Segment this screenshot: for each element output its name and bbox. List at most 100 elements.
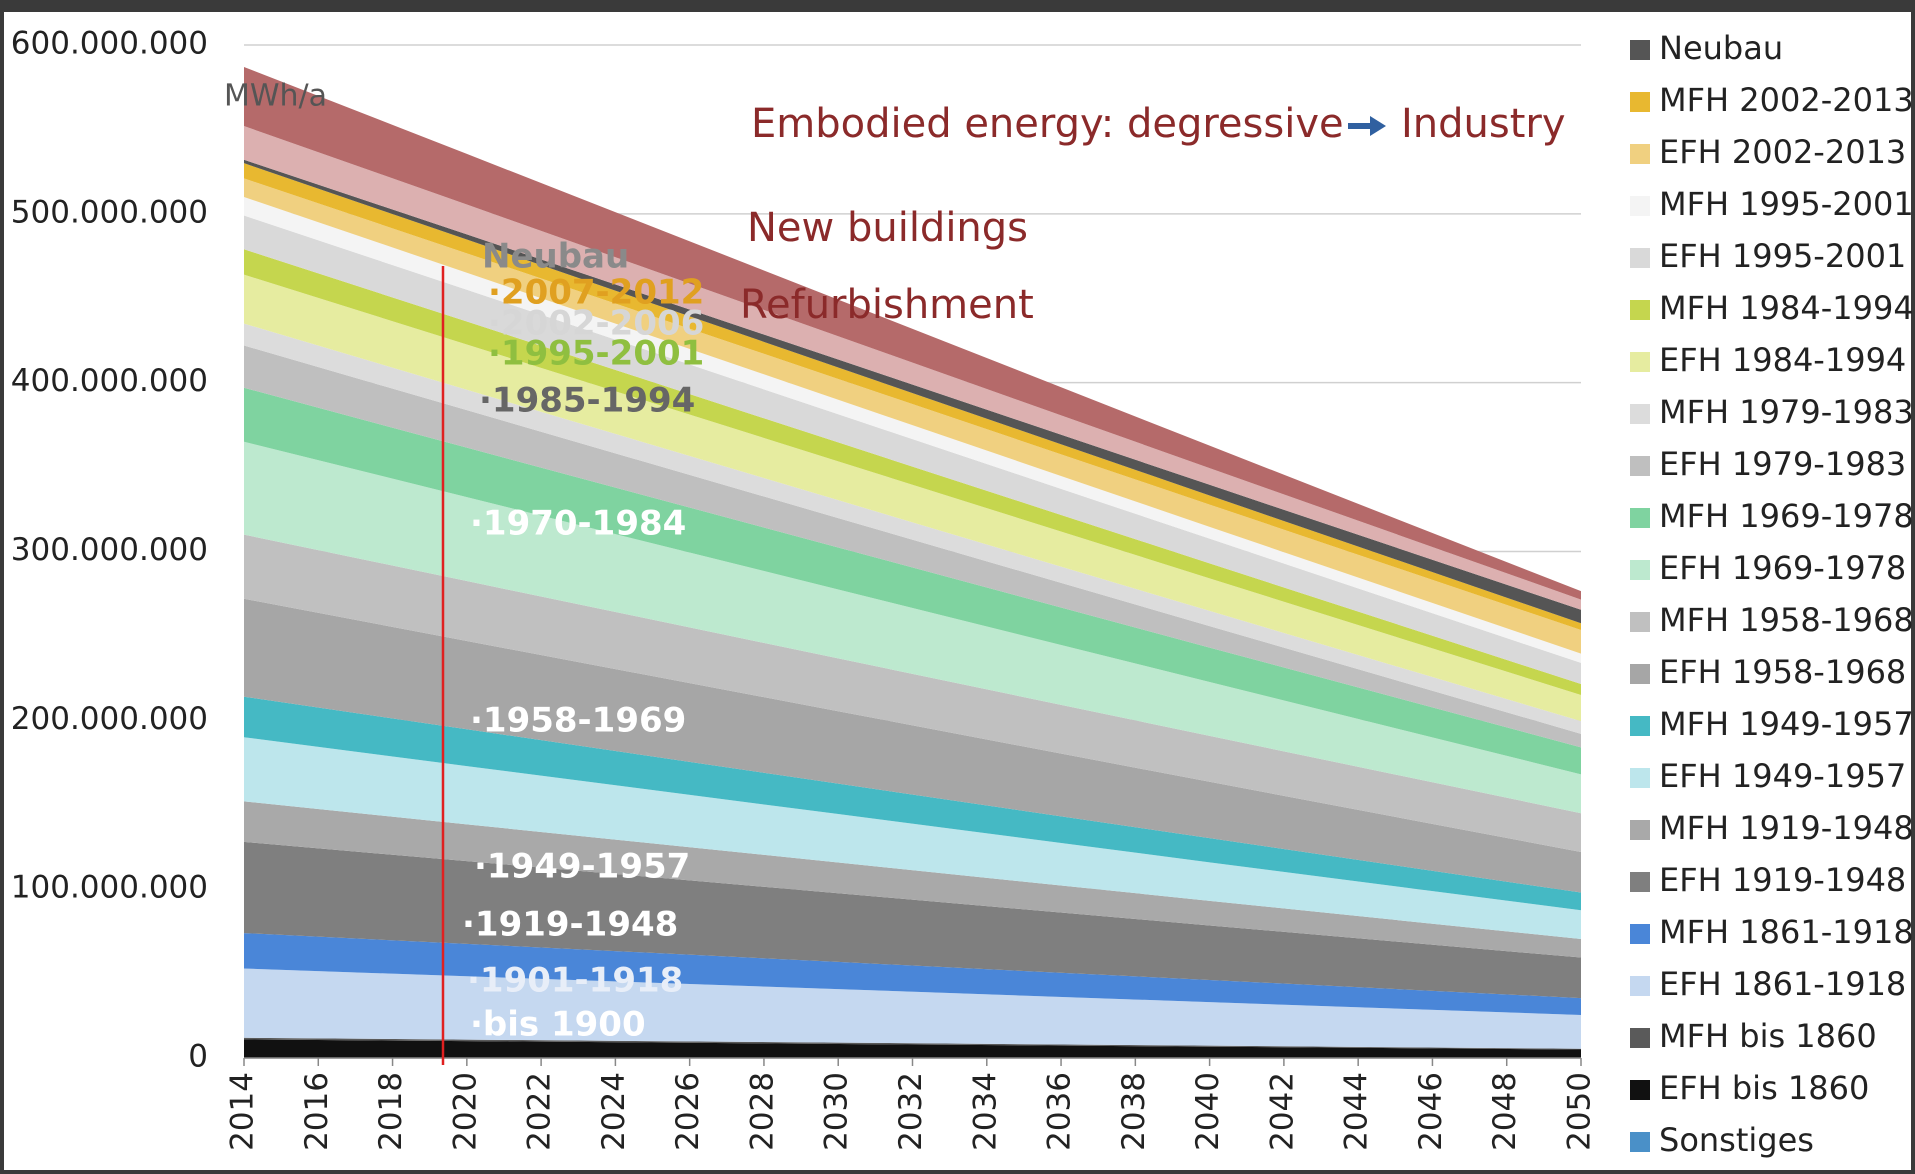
- x-tick-label: 2022: [522, 1072, 558, 1151]
- area: [244, 345, 1581, 748]
- legend-swatch: [1630, 1132, 1650, 1152]
- annotation: ·1985-1994: [479, 381, 695, 421]
- legend-label: MFH 1969-1978: [1659, 497, 1914, 535]
- x-tick-label: 2018: [373, 1072, 409, 1151]
- x-tick-label: 2038: [1116, 1072, 1152, 1151]
- legend-swatch: [1630, 352, 1650, 372]
- area: [244, 163, 1581, 631]
- area: [244, 933, 1581, 1015]
- legend-label: EFH 1919-1948: [1659, 861, 1906, 899]
- legend-label: EFH 1984-1994: [1659, 341, 1906, 379]
- x-tick-label: 2050: [1562, 1072, 1598, 1151]
- y-tick-label: 200.000.000: [11, 701, 208, 737]
- area: [244, 66, 1581, 600]
- area: [244, 178, 1581, 654]
- legend-label: EFH 1995-2001: [1659, 237, 1906, 275]
- band-label: Refurbishment: [740, 282, 1034, 328]
- area: [244, 441, 1581, 814]
- legend-label: MFH 1958-1968: [1659, 601, 1914, 639]
- x-tick-label: 2024: [596, 1072, 632, 1151]
- area: [244, 196, 1581, 663]
- area: [244, 534, 1581, 853]
- legend-swatch: [1630, 768, 1650, 788]
- band-label: New buildings: [747, 205, 1028, 251]
- annotation: Neubau: [482, 237, 629, 277]
- areas: [244, 66, 1581, 1058]
- legend-swatch: [1630, 196, 1650, 216]
- legend-label: MFH 1984-1994: [1659, 289, 1914, 327]
- legend-swatch: [1630, 560, 1650, 580]
- legend-label: MFH 1995-2001: [1659, 185, 1914, 223]
- area: [244, 159, 1581, 624]
- legend-label: EFH 1949-1957: [1659, 757, 1906, 795]
- area: [244, 323, 1581, 734]
- y-tick-label: 300.000.000: [11, 532, 208, 568]
- legend-label: MFH 1979-1983: [1659, 393, 1914, 431]
- annotation: ·1919-1948: [462, 905, 678, 945]
- annotation: ·2007-2012: [488, 273, 704, 313]
- area: [244, 968, 1581, 1049]
- legend-swatch: [1630, 404, 1650, 424]
- area: [244, 387, 1581, 775]
- x-tick-label: 2040: [1190, 1072, 1226, 1151]
- x-tick-label: 2026: [670, 1072, 706, 1151]
- annotation: ·1970-1984: [470, 504, 686, 544]
- arrow-head: [1370, 116, 1386, 136]
- annotation: ·bis 1900: [470, 1005, 646, 1045]
- y-tick-label: 0: [188, 1039, 208, 1075]
- legend-label: Sonstiges: [1659, 1121, 1814, 1159]
- legend-swatch: [1630, 664, 1650, 684]
- annotation: Industry: [1401, 101, 1566, 147]
- legend-swatch: [1630, 1080, 1650, 1100]
- x-tick-label: 2020: [447, 1072, 483, 1151]
- area: [244, 737, 1581, 939]
- legend-label: MFH 1949-1957: [1659, 705, 1914, 743]
- legend-swatch: [1630, 820, 1650, 840]
- legend-swatch: [1630, 456, 1650, 476]
- legend-swatch: [1630, 248, 1650, 268]
- area: [244, 841, 1581, 999]
- legend-label: EFH bis 1860: [1659, 1069, 1869, 1107]
- annotation: Embodied energy: degressive: [751, 101, 1344, 147]
- legend-label: MFH bis 1860: [1659, 1017, 1877, 1055]
- x-tick-label: 2048: [1487, 1072, 1523, 1151]
- legend-label: EFH 2002-2013: [1659, 133, 1906, 171]
- area: [244, 215, 1581, 685]
- annotation: ·1995-2001: [488, 334, 704, 374]
- area: [244, 274, 1581, 722]
- area: [244, 696, 1581, 911]
- annotation: ·1958-1969: [470, 701, 686, 741]
- y-axis-label: MWh/a: [224, 79, 327, 114]
- legend-label: EFH 1958-1968: [1659, 653, 1906, 691]
- x-tick-label: 2044: [1339, 1072, 1375, 1151]
- x-tick-label: 2016: [299, 1072, 335, 1151]
- x-tick-label: 2030: [819, 1072, 855, 1151]
- y-tick-label: 500.000.000: [11, 194, 208, 230]
- x-tick-label: 2028: [744, 1072, 780, 1151]
- area: [244, 1039, 1581, 1058]
- annotation: ·1949-1957: [474, 847, 690, 887]
- x-tick-label: 2046: [1413, 1072, 1449, 1151]
- annotation: ·1901-1918: [467, 961, 683, 1001]
- annotation: ·2002-2006: [488, 304, 704, 344]
- x-tick-label: 2014: [225, 1072, 261, 1151]
- legend-swatch: [1630, 92, 1650, 112]
- y-tick-label: 600.000.000: [11, 26, 208, 62]
- legend-swatch: [1630, 1028, 1650, 1048]
- x-tick-label: 2042: [1264, 1072, 1300, 1151]
- legend-swatch: [1630, 144, 1650, 164]
- area: [244, 249, 1581, 696]
- legend-swatch: [1630, 300, 1650, 320]
- legend-swatch: [1630, 924, 1650, 944]
- x-tick-label: 2036: [1042, 1072, 1078, 1151]
- legend-swatch: [1630, 872, 1650, 892]
- x-tick-label: 2034: [967, 1072, 1003, 1151]
- legend-swatch: [1630, 508, 1650, 528]
- area: [244, 598, 1581, 893]
- legend-label: MFH 1861-1918: [1659, 913, 1914, 951]
- overlay: 0 100.000.000 200.000.000 300.000.000 400.00…: [11, 26, 1914, 1160]
- x-tick-label: 2032: [893, 1072, 929, 1151]
- area: [244, 1037, 1581, 1050]
- legend-label: MFH 2002-2013: [1659, 81, 1914, 119]
